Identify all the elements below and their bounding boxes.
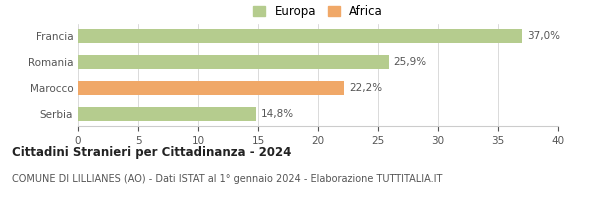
- Text: 14,8%: 14,8%: [260, 109, 293, 119]
- Bar: [78, 55, 389, 69]
- Bar: [78, 81, 344, 95]
- Text: 22,2%: 22,2%: [349, 83, 382, 93]
- Text: 25,9%: 25,9%: [394, 57, 427, 67]
- Text: 37,0%: 37,0%: [527, 31, 560, 41]
- Bar: [78, 29, 522, 43]
- Text: COMUNE DI LILLIANES (AO) - Dati ISTAT al 1° gennaio 2024 - Elaborazione TUTTITAL: COMUNE DI LILLIANES (AO) - Dati ISTAT al…: [12, 174, 442, 184]
- Bar: [78, 107, 256, 121]
- Legend: Europa, Africa: Europa, Africa: [250, 1, 386, 21]
- Text: Cittadini Stranieri per Cittadinanza - 2024: Cittadini Stranieri per Cittadinanza - 2…: [12, 146, 292, 159]
